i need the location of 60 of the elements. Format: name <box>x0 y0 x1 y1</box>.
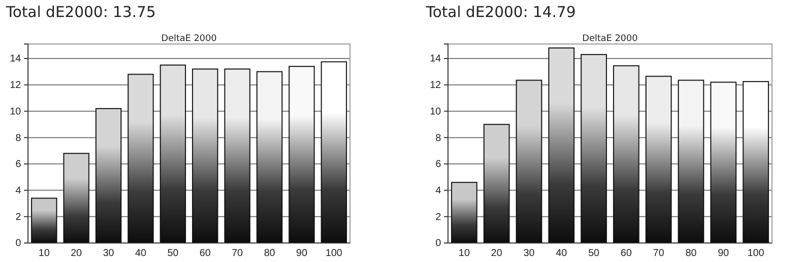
x-tick-label: 90 <box>296 248 308 260</box>
bar <box>451 182 478 244</box>
x-tick-label: 80 <box>264 248 276 260</box>
bar <box>63 152 90 244</box>
chart-title: Total dE2000: 13.75 <box>5 3 156 21</box>
bar <box>160 64 186 244</box>
x-tick-label: 70 <box>653 248 665 260</box>
x-tick-label: 20 <box>491 248 503 260</box>
y-tick-label: 0 <box>435 238 442 250</box>
bar <box>580 54 607 244</box>
bar <box>31 198 58 244</box>
bar <box>516 80 542 244</box>
y-tick-label: 6 <box>435 159 442 170</box>
x-tick-label: 60 <box>620 248 632 260</box>
chart-subtitle: DeltaE 2000 <box>161 34 218 44</box>
bar <box>288 66 315 244</box>
x-tick-label: 10 <box>458 248 470 260</box>
bar <box>256 71 283 244</box>
y-tick-label: 10 <box>10 106 22 118</box>
bar <box>742 81 769 244</box>
x-tick-label: 40 <box>556 248 568 260</box>
y-tick-label: 14 <box>10 54 22 65</box>
chart-title: Total dE2000: 14.79 <box>425 3 576 21</box>
x-tick-label: 50 <box>588 248 600 260</box>
bar <box>548 47 575 244</box>
y-tick-label: 6 <box>15 159 22 170</box>
bar <box>95 108 122 244</box>
y-tick-label: 12 <box>10 80 22 92</box>
bar <box>320 61 347 244</box>
x-tick-label: 20 <box>70 248 82 260</box>
bar <box>710 82 737 244</box>
y-tick-label: 0 <box>15 238 22 250</box>
bar <box>613 65 640 244</box>
y-tick-label: 4 <box>15 185 22 196</box>
y-tick-label: 4 <box>435 185 442 196</box>
x-tick-label: 40 <box>135 248 147 260</box>
y-tick-label: 2 <box>435 212 442 223</box>
x-tick-label: 100 <box>326 248 343 260</box>
y-tick-label: 14 <box>430 54 442 65</box>
y-tick-label: 12 <box>430 80 442 92</box>
chart-subtitle: DeltaE 2000 <box>582 34 638 44</box>
x-tick-label: 70 <box>232 248 244 260</box>
bar <box>224 68 250 244</box>
y-tick-label: 8 <box>15 132 22 144</box>
bar <box>192 68 218 244</box>
x-tick-label: 10 <box>38 248 50 260</box>
x-tick-label: 30 <box>523 248 535 260</box>
bar <box>128 74 154 244</box>
bar <box>678 80 704 244</box>
y-tick-label: 2 <box>15 212 22 223</box>
bar <box>483 124 510 244</box>
x-tick-label: 100 <box>747 248 765 260</box>
x-tick-label: 30 <box>102 248 114 260</box>
y-tick-label: 8 <box>435 132 442 144</box>
x-tick-label: 90 <box>718 248 730 260</box>
x-tick-label: 50 <box>167 248 179 260</box>
y-tick-label: 10 <box>430 106 442 118</box>
x-tick-label: 80 <box>685 248 697 260</box>
x-tick-label: 60 <box>200 248 212 260</box>
bar <box>645 76 672 244</box>
